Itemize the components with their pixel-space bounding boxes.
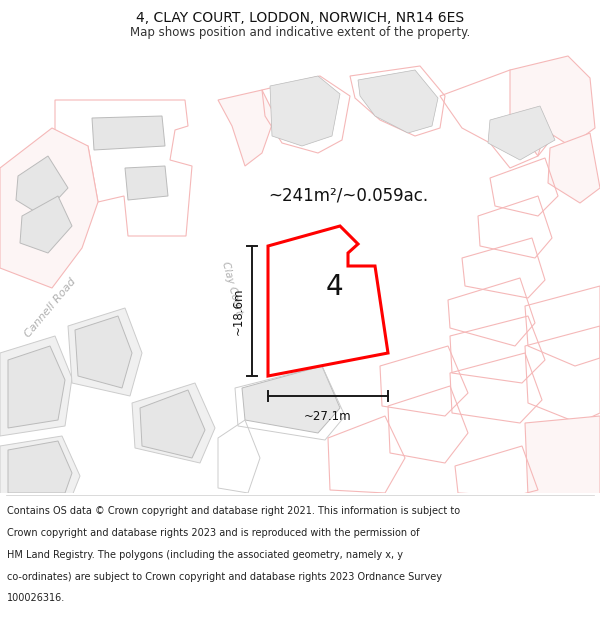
Polygon shape [0,336,72,436]
Polygon shape [8,441,72,493]
Text: co-ordinates) are subject to Crown copyright and database rights 2023 Ordnance S: co-ordinates) are subject to Crown copyr… [7,571,442,581]
Text: Crown copyright and database rights 2023 and is reproduced with the permission o: Crown copyright and database rights 2023… [7,528,420,538]
Text: Clay Court: Clay Court [220,261,244,316]
Polygon shape [68,308,142,396]
Polygon shape [20,196,72,253]
Text: Contains OS data © Crown copyright and database right 2021. This information is : Contains OS data © Crown copyright and d… [7,506,460,516]
Text: ~18.6m: ~18.6m [232,288,245,335]
Polygon shape [125,166,168,200]
Polygon shape [548,133,600,203]
Polygon shape [132,383,215,463]
Text: ~241m²/~0.059ac.: ~241m²/~0.059ac. [268,187,428,205]
Polygon shape [140,390,205,458]
Polygon shape [75,316,132,388]
Polygon shape [0,436,80,496]
Polygon shape [16,156,68,216]
Polygon shape [242,366,340,433]
Text: Cannell Road: Cannell Road [22,276,77,339]
Polygon shape [268,226,388,376]
Text: HM Land Registry. The polygons (including the associated geometry, namely x, y: HM Land Registry. The polygons (includin… [7,550,403,560]
Text: Map shows position and indicative extent of the property.: Map shows position and indicative extent… [130,26,470,39]
Text: 100026316.: 100026316. [7,593,65,603]
Polygon shape [0,128,98,288]
Polygon shape [270,76,340,146]
Polygon shape [488,106,555,160]
Polygon shape [358,70,438,133]
Polygon shape [525,416,600,496]
Text: 4: 4 [326,272,343,301]
Polygon shape [8,346,65,428]
Text: ~27.1m: ~27.1m [304,410,352,423]
Polygon shape [92,116,165,150]
Polygon shape [218,90,275,166]
Text: 4, CLAY COURT, LODDON, NORWICH, NR14 6ES: 4, CLAY COURT, LODDON, NORWICH, NR14 6ES [136,11,464,24]
Polygon shape [510,56,595,156]
